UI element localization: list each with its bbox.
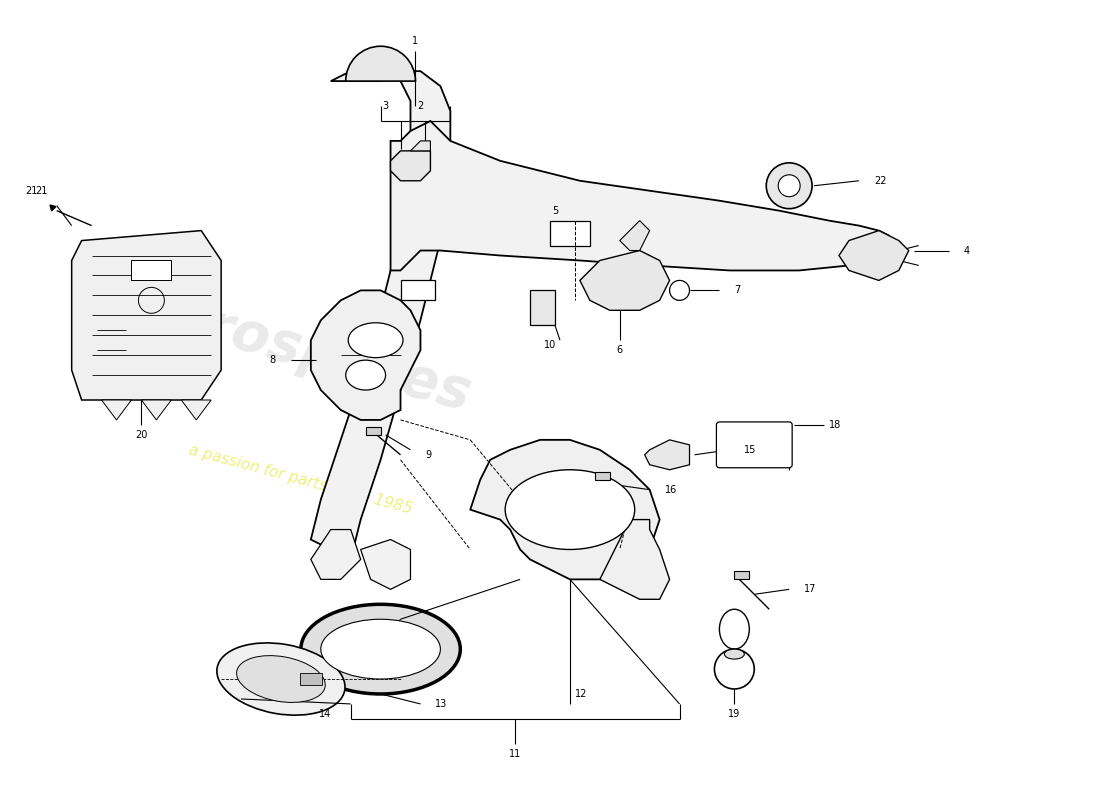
Polygon shape	[390, 121, 889, 270]
Text: 21: 21	[35, 186, 48, 196]
Text: 10: 10	[543, 340, 557, 350]
Polygon shape	[311, 290, 420, 420]
Text: 6: 6	[617, 345, 623, 355]
Polygon shape	[142, 400, 172, 420]
Ellipse shape	[321, 619, 440, 679]
Text: a passion for parts since 1985: a passion for parts since 1985	[187, 442, 415, 517]
Text: 8: 8	[270, 355, 276, 365]
Circle shape	[767, 163, 812, 209]
Text: 18: 18	[829, 420, 842, 430]
Polygon shape	[839, 230, 909, 281]
Text: 4: 4	[964, 246, 970, 255]
Text: 19: 19	[728, 709, 740, 719]
FancyBboxPatch shape	[595, 472, 609, 480]
Text: 1: 1	[412, 36, 418, 46]
Circle shape	[778, 174, 800, 197]
Ellipse shape	[217, 643, 345, 715]
Polygon shape	[580, 250, 670, 310]
Text: 22: 22	[873, 176, 887, 186]
Text: 9: 9	[426, 450, 431, 460]
Ellipse shape	[719, 610, 749, 649]
FancyBboxPatch shape	[400, 281, 436, 300]
FancyBboxPatch shape	[530, 290, 556, 326]
Polygon shape	[600, 519, 670, 599]
FancyBboxPatch shape	[300, 673, 322, 685]
Circle shape	[670, 281, 690, 300]
Ellipse shape	[236, 656, 326, 702]
Polygon shape	[182, 400, 211, 420]
Text: 3: 3	[383, 101, 388, 111]
Text: 17: 17	[804, 584, 816, 594]
Text: 7: 7	[735, 286, 740, 295]
Ellipse shape	[349, 322, 403, 358]
FancyBboxPatch shape	[365, 427, 381, 435]
Circle shape	[714, 649, 755, 689]
Text: 11: 11	[509, 749, 521, 758]
Text: 14: 14	[319, 709, 331, 719]
Text: 2: 2	[417, 101, 424, 111]
Polygon shape	[410, 141, 430, 151]
Polygon shape	[101, 400, 132, 420]
FancyBboxPatch shape	[550, 221, 590, 246]
Text: eurospares: eurospares	[124, 278, 477, 422]
Polygon shape	[311, 66, 450, 559]
FancyBboxPatch shape	[716, 422, 792, 468]
FancyBboxPatch shape	[735, 571, 749, 579]
Ellipse shape	[345, 360, 386, 390]
Ellipse shape	[301, 604, 460, 694]
Ellipse shape	[725, 649, 745, 659]
Text: 21: 21	[25, 186, 39, 196]
Polygon shape	[361, 539, 410, 590]
Ellipse shape	[505, 470, 635, 550]
Text: 20: 20	[135, 430, 147, 440]
Text: 12: 12	[575, 689, 587, 699]
Polygon shape	[619, 221, 650, 250]
Text: 15: 15	[745, 445, 757, 455]
Text: 13: 13	[436, 699, 448, 709]
Text: 5: 5	[552, 206, 558, 216]
Polygon shape	[311, 530, 361, 579]
FancyBboxPatch shape	[132, 261, 172, 281]
Polygon shape	[390, 151, 430, 181]
Wedge shape	[345, 46, 416, 81]
Text: 16: 16	[664, 485, 676, 494]
Polygon shape	[72, 230, 221, 400]
Polygon shape	[645, 440, 690, 470]
Polygon shape	[471, 440, 660, 579]
